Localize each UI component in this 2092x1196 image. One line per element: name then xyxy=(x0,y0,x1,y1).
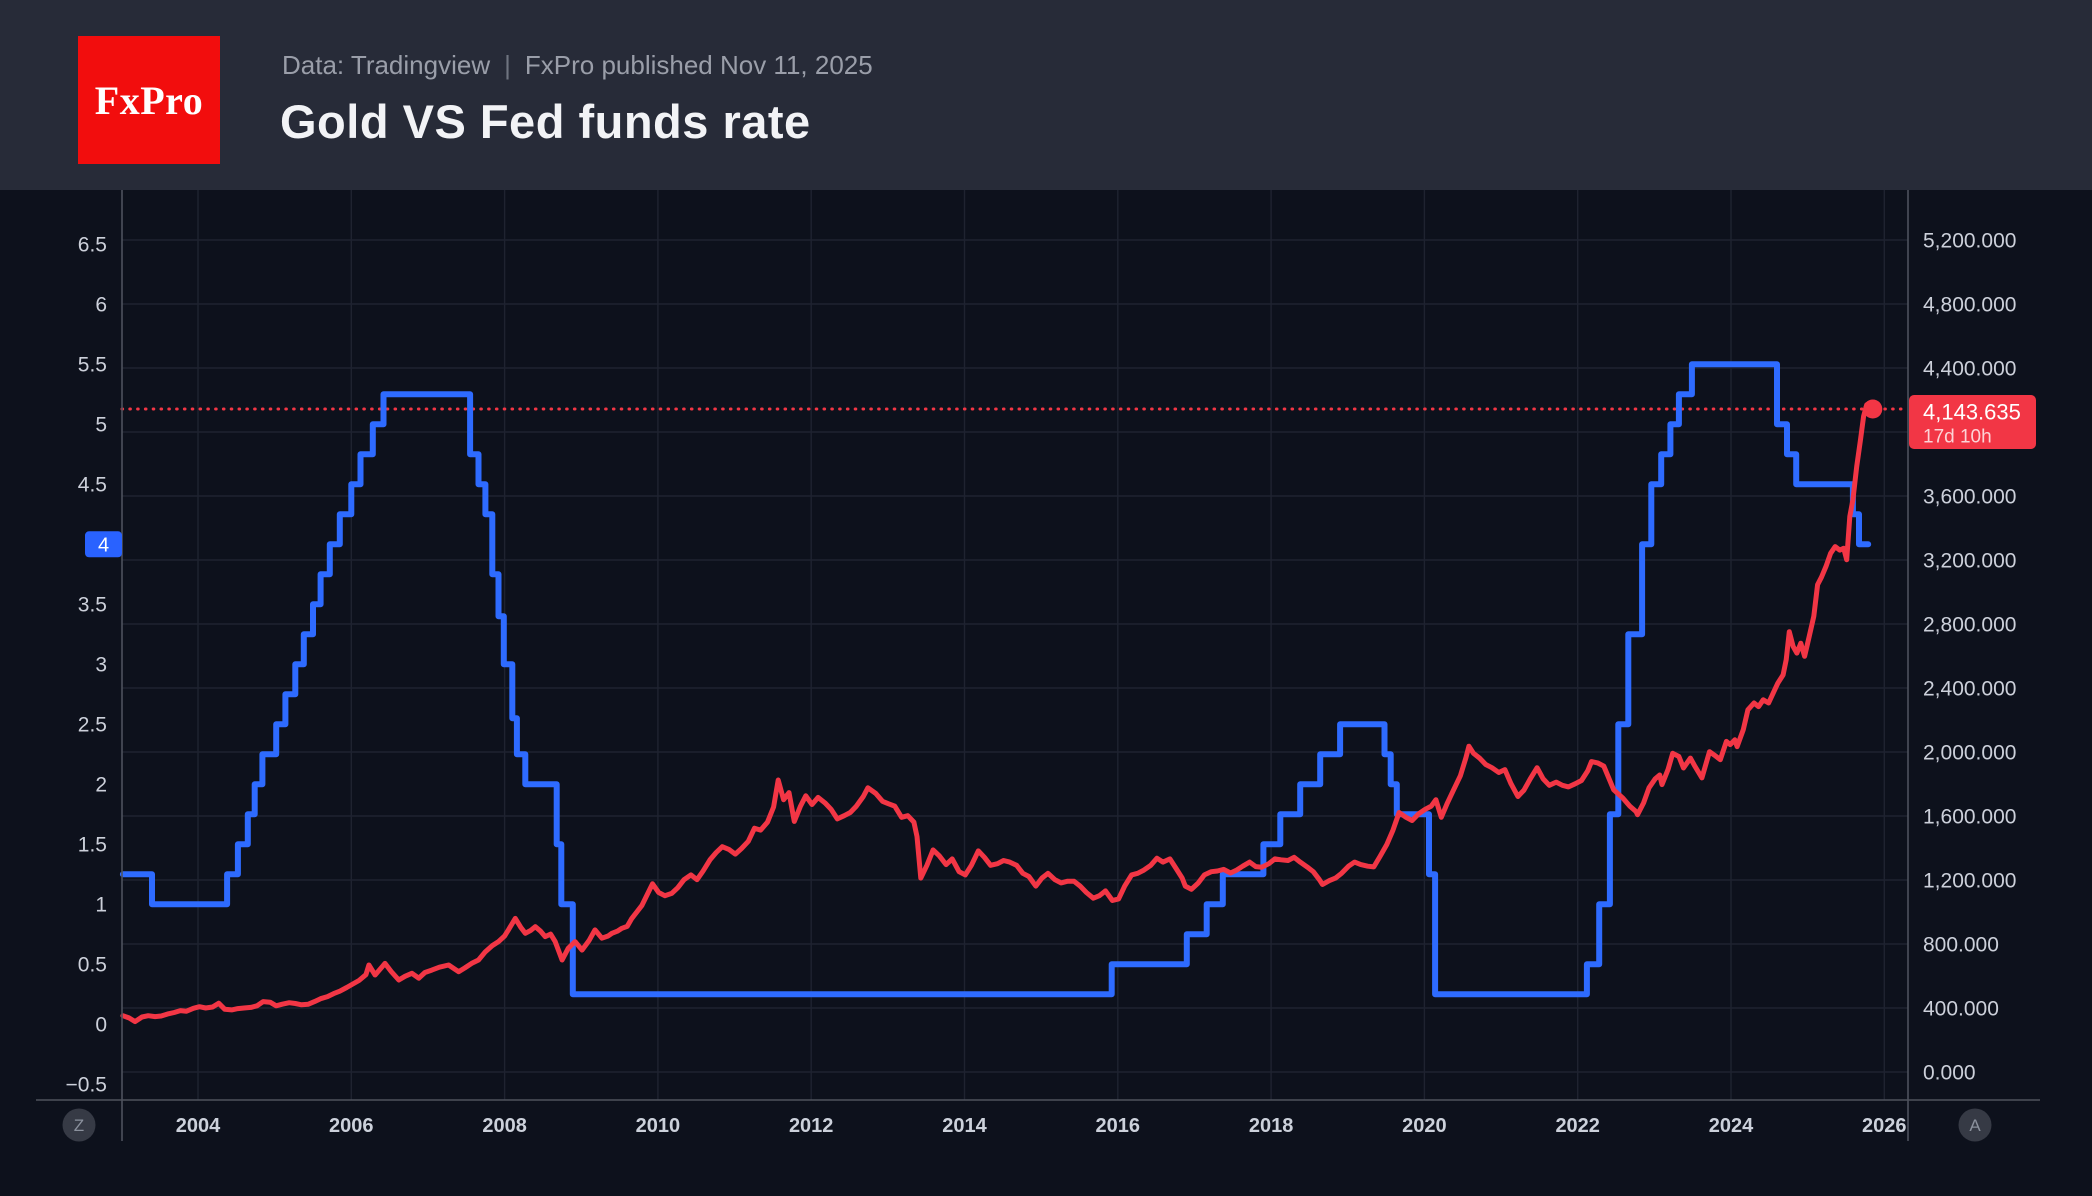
price-chart: 6.5 6 5.5 5 4.5 3.5 3 2.5 2 1.5 1 0.5 0 −0.5 5,200.000… xyxy=(36,190,2040,1142)
right-axis-tick-label[interactable]: 4,400.000 xyxy=(1923,357,2016,380)
left-axis-tick-label[interactable]: 6 xyxy=(95,294,107,317)
fxpro-logo: FxPro xyxy=(78,36,220,164)
zoom-shortcut-button-label: Z xyxy=(74,1116,84,1135)
right-axis-tick-label[interactable]: 2,800.000 xyxy=(1923,613,2016,636)
right-axis-tick-label[interactable]: 1,200.000 xyxy=(1923,869,2016,892)
x-axis-year-label[interactable]: 2022 xyxy=(1555,1115,1600,1137)
left-axis-tick-label[interactable]: 1.5 xyxy=(78,834,107,857)
page-title: Gold VS Fed funds rate xyxy=(280,95,811,148)
left-axis-tick-label[interactable]: 4.5 xyxy=(78,474,107,497)
x-axis-year-label[interactable]: 2020 xyxy=(1402,1115,1447,1137)
left-axis-tick-label[interactable]: 0.5 xyxy=(78,954,107,977)
right-axis-tick-label[interactable]: 800.000 xyxy=(1923,933,1999,956)
right-axis-tick-label[interactable]: 2,000.000 xyxy=(1923,741,2016,764)
x-axis-year-label[interactable]: 2012 xyxy=(789,1115,834,1137)
header: FxPro Data: Tradingview | FxPro published … xyxy=(0,0,2092,190)
zoom-shortcut-button[interactable] xyxy=(62,1108,96,1142)
left-axis-tick-label[interactable]: 3.5 xyxy=(78,594,107,617)
left-axis-tick-label[interactable]: 2 xyxy=(95,774,107,797)
left-axis-tick-label[interactable]: 3 xyxy=(95,654,107,677)
gold-line xyxy=(120,402,1876,1025)
gold-last-price-badge xyxy=(1909,395,2036,449)
x-axis-year-label[interactable]: 2016 xyxy=(1096,1115,1141,1137)
right-axis-tick-label[interactable]: 3,600.000 xyxy=(1923,485,2016,508)
x-axis-year-label[interactable]: 2026 xyxy=(1862,1115,1907,1137)
chart-meta: Data: Tradingview | FxPro published Nov 11… xyxy=(282,50,873,81)
x-axis-year-label[interactable]: 2004 xyxy=(176,1115,221,1137)
x-axis-year-label[interactable]: 2014 xyxy=(942,1115,987,1137)
x-axis-year-label[interactable]: 2018 xyxy=(1249,1115,1294,1137)
left-axis-tick-label[interactable]: 6.5 xyxy=(78,234,107,257)
auto-scale-button-label: A xyxy=(1969,1116,1981,1135)
right-axis-tick-label[interactable]: 400.000 xyxy=(1923,997,1999,1020)
left-axis-tick-label[interactable]: 1 xyxy=(95,894,107,917)
last-price-dot xyxy=(1863,399,1883,419)
fed-rate-axis-badge-value: 4 xyxy=(98,534,109,556)
auto-scale-button[interactable] xyxy=(1958,1108,1992,1142)
right-axis-tick-label[interactable]: 4,800.000 xyxy=(1923,293,2016,316)
fxpro-logo-text: FxPro xyxy=(94,77,204,123)
x-axis-year-label[interactable]: 2010 xyxy=(636,1115,681,1137)
left-axis-tick-label[interactable]: 2.5 xyxy=(78,714,107,737)
right-axis-tick-label[interactable]: 5,200.000 xyxy=(1923,229,2016,252)
right-axis-tick-label[interactable]: 0.000 xyxy=(1923,1061,1976,1084)
x-axis-year-label[interactable]: 2008 xyxy=(482,1115,527,1137)
left-axis-tick-label[interactable]: 0 xyxy=(95,1014,107,1037)
left-axis-tick-label[interactable]: 5.5 xyxy=(78,354,107,377)
right-axis-tick-label[interactable]: 3,200.000 xyxy=(1923,549,2016,572)
gold-last-price-value: 4,143.635 xyxy=(1923,400,2021,425)
fed-rate-axis-badge xyxy=(85,531,122,558)
gold-countdown-label: 17d 10h xyxy=(1923,427,1992,448)
published-label: FxPro published Nov 11, 2025 xyxy=(524,50,873,80)
x-axis-year-label[interactable]: 2006 xyxy=(329,1115,374,1137)
fed-funds-rate-line xyxy=(119,361,1872,998)
right-axis-tick-label[interactable]: 1,600.000 xyxy=(1923,805,2016,828)
left-axis-tick-label[interactable]: −0.5 xyxy=(66,1074,107,1097)
x-axis-year-label[interactable]: 2024 xyxy=(1709,1115,1754,1137)
right-axis-tick-label[interactable]: 2,400.000 xyxy=(1923,677,2016,700)
meta-separator: | xyxy=(504,50,511,80)
data-source-label: Data: Tradingview xyxy=(282,50,491,80)
left-axis-tick-label[interactable]: 5 xyxy=(95,414,107,437)
